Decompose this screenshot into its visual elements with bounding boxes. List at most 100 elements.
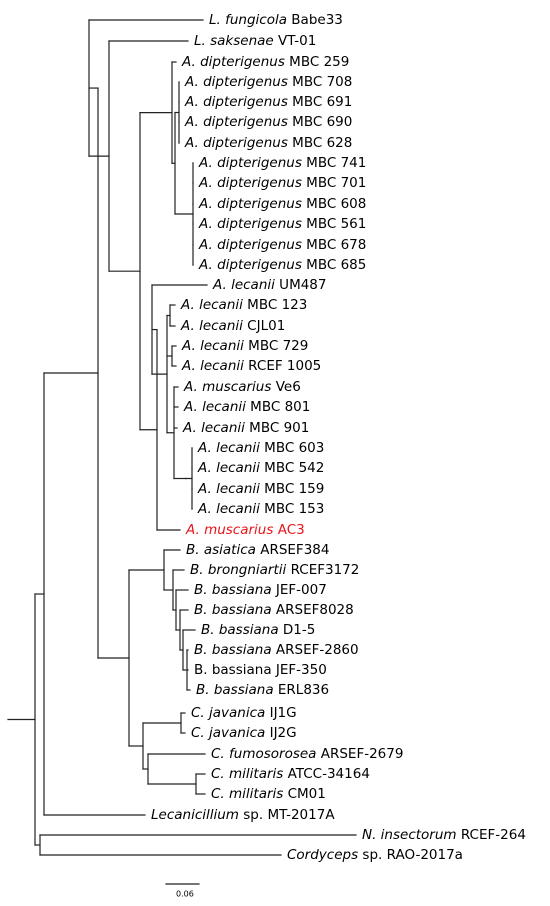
taxon-label: L. fungicola Babe33 bbox=[209, 12, 343, 28]
taxon-species: B. bassiana bbox=[196, 682, 274, 698]
taxon-label: A. lecanii MBC 159 bbox=[197, 481, 324, 497]
taxon-label: B. asiatica ARSEF384 bbox=[186, 542, 329, 558]
taxon-species: A. dipterigenus bbox=[184, 135, 288, 151]
taxon-species: C. javanica bbox=[191, 705, 265, 721]
scale-bar-label: 0.06 bbox=[176, 890, 194, 899]
taxon-strain: MBC 691 bbox=[288, 94, 352, 110]
taxon-strain: MBC 542 bbox=[260, 460, 324, 476]
taxon-strain: MBC 685 bbox=[302, 257, 366, 273]
taxon-strain: sp. MT-2017A bbox=[239, 807, 335, 823]
taxon-strain: IJ2G bbox=[265, 725, 296, 741]
taxon-species: A. lecanii bbox=[212, 277, 275, 293]
taxon-strain: MBC 259 bbox=[285, 54, 349, 70]
taxon-strain: MBC 153 bbox=[260, 501, 324, 517]
taxon-species: B. bassiana bbox=[194, 662, 272, 678]
taxon-species: B. brongniartii bbox=[190, 562, 287, 578]
taxon-strain: JEF-007 bbox=[272, 582, 327, 598]
taxon-strain: ATCC-34164 bbox=[283, 766, 370, 782]
taxon-strain: MBC 608 bbox=[302, 196, 366, 212]
taxon-strain: MBC 690 bbox=[288, 114, 352, 130]
taxon-strain: CJL01 bbox=[243, 318, 285, 334]
taxon-strain: ARSEF-2860 bbox=[272, 642, 359, 658]
taxon-label: A. lecanii MBC 729 bbox=[181, 338, 308, 354]
taxon-label: B. brongniartii RCEF3172 bbox=[190, 562, 359, 578]
taxon-species: C. militaris bbox=[211, 766, 283, 782]
taxon-species: A. muscarius bbox=[183, 379, 271, 395]
scale-bar: 0.06 bbox=[165, 883, 200, 899]
taxon-label: N. insectorum RCEF-264 bbox=[362, 827, 526, 843]
taxon-strain: D1-5 bbox=[279, 622, 316, 638]
taxon-species: B. bassiana bbox=[194, 642, 272, 658]
taxon-label: B. bassiana ARSEF-2860 bbox=[194, 642, 359, 658]
taxon-label: C. javanica IJ1G bbox=[191, 705, 297, 721]
taxon-species: A. muscarius bbox=[185, 522, 273, 538]
taxon-label: A. lecanii RCEF 1005 bbox=[181, 358, 321, 374]
taxon-species: A. lecanii bbox=[180, 318, 243, 334]
taxon-strain: ARSEF-2679 bbox=[316, 746, 403, 762]
taxon-species: A. dipterigenus bbox=[181, 54, 285, 70]
taxon-species: A. lecanii bbox=[197, 460, 260, 476]
taxon-strain: Ve6 bbox=[271, 379, 300, 395]
taxon-label: L. saksenae VT-01 bbox=[194, 33, 316, 49]
taxon-species: A. lecanii bbox=[181, 358, 244, 374]
taxon-species: A. dipterigenus bbox=[184, 114, 288, 130]
taxon-species: C. militaris bbox=[211, 786, 283, 802]
taxon-species: L. fungicola bbox=[209, 12, 287, 28]
taxon-strain: MBC 603 bbox=[260, 440, 324, 456]
taxon-label: A. dipterigenus MBC 701 bbox=[198, 175, 366, 191]
taxon-label: B. bassiana ARSEF8028 bbox=[194, 602, 354, 618]
taxon-strain: MBC 561 bbox=[302, 216, 366, 232]
taxon-label: A. dipterigenus MBC 690 bbox=[184, 114, 352, 130]
taxon-strain: MBC 628 bbox=[288, 135, 352, 151]
taxon-strain: Babe33 bbox=[287, 12, 343, 28]
taxon-label: Lecanicillium sp. MT-2017A bbox=[151, 807, 335, 823]
taxon-strain: CM01 bbox=[283, 786, 326, 802]
tree-branches bbox=[7, 19, 357, 856]
taxon-species: Cordyceps bbox=[287, 847, 358, 863]
taxon-species: B. bassiana bbox=[194, 582, 272, 598]
taxon-label: A. dipterigenus MBC 628 bbox=[184, 135, 352, 151]
taxon-strain: IJ1G bbox=[265, 705, 296, 721]
taxon-species: L. saksenae bbox=[194, 33, 274, 49]
taxon-label: B. bassiana D1-5 bbox=[201, 622, 315, 638]
taxon-species: A. dipterigenus bbox=[184, 94, 288, 110]
taxon-species: A. dipterigenus bbox=[198, 155, 302, 171]
taxon-label: A. lecanii CJL01 bbox=[180, 318, 285, 334]
taxon-label: A. lecanii MBC 901 bbox=[182, 420, 309, 436]
taxon-species: A. dipterigenus bbox=[198, 257, 302, 273]
taxon-species: A. dipterigenus bbox=[184, 74, 288, 90]
taxon-species: A. lecanii bbox=[181, 338, 244, 354]
taxon-strain: MBC 701 bbox=[302, 175, 366, 191]
taxon-label: A. muscarius AC3 bbox=[185, 522, 305, 538]
taxon-label: A. lecanii MBC 542 bbox=[197, 460, 324, 476]
taxon-species: A. dipterigenus bbox=[198, 196, 302, 212]
taxon-species: Lecanicillium bbox=[151, 807, 239, 823]
taxon-label: A. lecanii MBC 153 bbox=[197, 501, 324, 517]
taxon-strain: sp. RAO-2017a bbox=[358, 847, 463, 863]
taxon-strain: RCEF-264 bbox=[457, 827, 526, 843]
taxon-strain: MBC 729 bbox=[244, 338, 308, 354]
taxon-label: C. fumosorosea ARSEF-2679 bbox=[211, 746, 403, 762]
taxon-label: Cordyceps sp. RAO-2017a bbox=[287, 847, 463, 863]
taxon-species: A. lecanii bbox=[197, 501, 260, 517]
taxon-species: A. lecanii bbox=[182, 420, 245, 436]
taxon-species: A. lecanii bbox=[183, 399, 246, 415]
taxon-label: B. bassiana ERL836 bbox=[196, 682, 329, 698]
taxon-strain: AC3 bbox=[273, 522, 304, 538]
taxon-species: A. dipterigenus bbox=[198, 216, 302, 232]
taxon-species: N. insectorum bbox=[362, 827, 457, 843]
taxon-label: A. dipterigenus MBC 685 bbox=[198, 257, 366, 273]
taxon-species: A. lecanii bbox=[180, 297, 243, 313]
taxon-strain: MBC 708 bbox=[288, 74, 352, 90]
taxon-label: A. lecanii MBC 123 bbox=[180, 297, 307, 313]
taxon-species: B. asiatica bbox=[186, 542, 256, 558]
taxon-species: C. fumosorosea bbox=[211, 746, 316, 762]
taxon-strain: RCEF 1005 bbox=[244, 358, 321, 374]
taxon-strain: MBC 801 bbox=[246, 399, 310, 415]
taxon-strain: RCEF3172 bbox=[286, 562, 359, 578]
taxon-strain: MBC 159 bbox=[260, 481, 324, 497]
taxon-label: A. lecanii MBC 801 bbox=[183, 399, 310, 415]
taxon-strain: MBC 123 bbox=[243, 297, 307, 313]
taxon-label: A. dipterigenus MBC 608 bbox=[198, 196, 366, 212]
